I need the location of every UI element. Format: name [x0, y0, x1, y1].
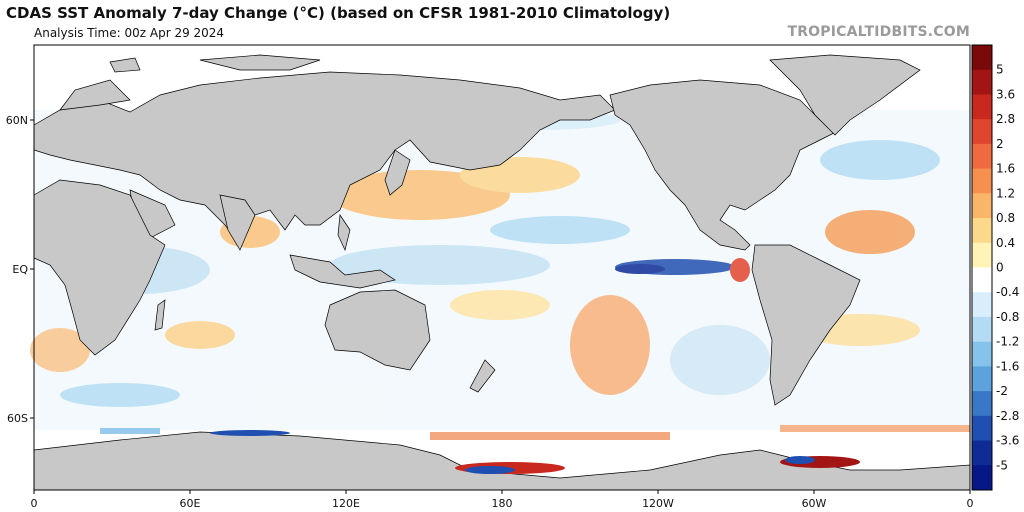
colorbar-label: -1.6	[996, 359, 1019, 373]
colorbar-swatch	[972, 440, 992, 466]
analysis-time: Analysis Time: 00z Apr 29 2024	[34, 26, 225, 40]
lon-label-60w: 60W	[802, 497, 827, 510]
south-america	[751, 244, 861, 406]
india	[219, 194, 256, 251]
land-masses	[33, 54, 971, 491]
colorbar-label: -2	[996, 384, 1008, 398]
colorbar-swatch	[972, 69, 992, 95]
colorbar-label: 0.8	[996, 211, 1015, 225]
colorbar-label: 2.8	[996, 112, 1015, 126]
colorbar-label: -0.8	[996, 310, 1019, 324]
colorbar-label: 0.4	[996, 236, 1015, 250]
colorbar-label: -3.6	[996, 434, 1019, 448]
colorbar-swatch	[972, 193, 992, 219]
colorbar-swatch	[972, 316, 992, 343]
watermark-brand: TROPICALTIDBITS.COM	[787, 24, 970, 40]
australia	[324, 289, 431, 371]
colorbar-swatch	[972, 45, 992, 71]
madagascar	[154, 299, 166, 331]
colorbar-swatch	[972, 292, 992, 318]
colorbar-label: 2	[996, 137, 1004, 151]
colorbar-swatch	[972, 267, 992, 293]
philippines	[337, 213, 351, 252]
lon-label-120e: 120E	[332, 497, 360, 510]
lat-label-60n: 60N	[6, 114, 28, 127]
lon-label-0: 0	[31, 497, 38, 510]
maritime-continent	[289, 254, 396, 289]
colorbar-swatch	[972, 366, 992, 392]
colorbar-swatch	[972, 465, 992, 491]
colorbar-swatch	[972, 94, 992, 120]
lon-label-180: 180	[492, 497, 513, 510]
north-america	[609, 79, 841, 251]
colorbar-swatch	[972, 391, 992, 417]
new-zealand	[469, 359, 496, 393]
colorbar-frame	[971, 44, 993, 491]
colorbar-swatch	[972, 143, 992, 170]
lon-label-0-east: 0	[967, 497, 974, 510]
colorbar-label: 1.2	[996, 186, 1015, 200]
arctic-islands	[199, 54, 321, 71]
antarctic-anomalies	[210, 430, 860, 474]
colorbar-swatch	[972, 415, 992, 442]
colorbar: 5 3.6 2.8 2 1.6 1.2 0.8 0.4 0 -0.4 -0.8 -1.2 -1.6 -2 -…	[971, 44, 1019, 491]
colorbar-swatch	[972, 341, 992, 367]
greenland	[769, 54, 921, 136]
lon-label-60e: 60E	[180, 497, 201, 510]
lat-label-60s: 60S	[7, 412, 28, 425]
colorbar-label: 0	[996, 261, 1004, 275]
colorbar-label: 5	[996, 63, 1004, 77]
colorbar-swatch	[972, 218, 992, 244]
colorbar-label: -5	[996, 458, 1008, 472]
colorbar-label: 1.6	[996, 162, 1015, 176]
eurasia	[33, 71, 616, 246]
lon-label-120w: 120W	[642, 497, 674, 510]
japan	[384, 149, 411, 196]
colorbar-label: -1.2	[996, 335, 1019, 349]
svalbard	[109, 57, 141, 73]
map-title: CDAS SST Anomaly 7-day Change (°C) (base…	[6, 4, 671, 22]
colorbar-label: 3.6	[996, 87, 1015, 101]
colorbar-swatch	[972, 242, 992, 268]
anomaly-field	[30, 110, 970, 440]
lon-axis: 0 60E 120E 180 120W 60W 0	[31, 490, 974, 510]
colorbar-label: -0.4	[996, 285, 1019, 299]
scandinavia	[59, 79, 131, 111]
colorbar-label: -2.8	[996, 409, 1019, 423]
colorbar-swatch	[972, 168, 992, 194]
lat-axis: 60N EQ 60S	[6, 114, 34, 425]
lat-label-eq: EQ	[12, 263, 28, 276]
colorbar-swatch	[972, 119, 992, 145]
africa	[33, 179, 166, 356]
